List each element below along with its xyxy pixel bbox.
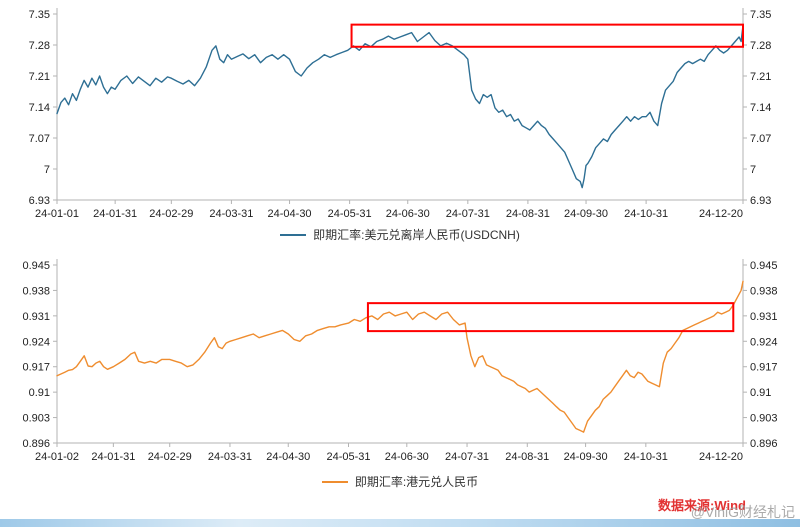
x-axis-label: 24-01-31	[91, 451, 135, 463]
x-axis-label: 24-08-31	[505, 451, 549, 463]
y-axis-label: 7.21	[750, 71, 771, 83]
y-axis-label: 6.93	[750, 195, 771, 207]
x-axis-label: 24-12-20	[699, 208, 743, 220]
y-axis-label: 7.07	[750, 133, 771, 145]
x-axis-label: 24-01-01	[35, 208, 79, 220]
data-source-label: 数据来源:Wind	[658, 498, 746, 513]
y-axis-label: 7	[44, 164, 50, 176]
x-axis-label: 24-05-31	[328, 208, 372, 220]
x-axis-label: 24-03-31	[208, 451, 252, 463]
hkdcny-plot: 0.945 0.945 0.938 0.938 0.931 0.931 0.924 0.924…	[22, 259, 778, 463]
y-axis-label: 7.35	[750, 9, 771, 21]
x-axis-label: 24-09-30	[564, 208, 608, 220]
x-axis-label: 24-06-30	[385, 451, 429, 463]
y-axis-label: 7.07	[29, 133, 50, 145]
y-axis-label: 7.21	[29, 71, 50, 83]
x-axis-label: 24-07-31	[445, 451, 489, 463]
x-axis-label: 24-03-31	[209, 208, 253, 220]
x-axis-label: 24-10-31	[624, 451, 668, 463]
x-axis-label: 24-02-29	[149, 208, 193, 220]
y-axis-label: 0.91	[29, 387, 50, 399]
x-axis-label: 24-01-02	[35, 451, 79, 463]
footer: 数据来源:Wind @ViniG财经札记	[0, 494, 800, 527]
y-axis-label: 0.945	[750, 260, 778, 272]
y-axis-label: 0.903	[22, 413, 50, 425]
usdcnh-chart: 7.35 7.35 7.28 7.28 7.21 7.21 7.14 7.14 7.07 7.07…	[0, 0, 800, 247]
y-axis-label: 7.35	[29, 9, 50, 21]
highlight-box	[350, 23, 744, 48]
x-axis-label: 24-10-31	[624, 208, 668, 220]
y-axis-label: 0.931	[22, 311, 50, 323]
watermark-handle: @ViniG财经札记	[690, 504, 795, 520]
x-axis-label: 24-12-20	[699, 451, 743, 463]
x-axis-label: 24-07-31	[446, 208, 490, 220]
hkdcny-legend-line-icon	[321, 480, 348, 483]
usdcnh-legend-label: 即期汇率:美元兑离岸人民币(USDCNH)	[313, 228, 520, 242]
y-axis-label: 7	[750, 164, 756, 176]
x-axis-label: 24-08-31	[506, 208, 550, 220]
y-axis-label: 0.91	[750, 387, 771, 399]
y-axis-label: 0.931	[750, 311, 778, 323]
highlight-box	[366, 302, 735, 333]
y-axis-label: 0.938	[22, 285, 50, 297]
x-axis-label: 24-05-31	[326, 451, 370, 463]
hkdcny-legend: 即期汇率:港元兑人民币	[0, 469, 800, 494]
x-axis-label: 24-01-31	[93, 208, 137, 220]
y-axis-label: 7.28	[29, 40, 50, 52]
y-axis-label: 0.896	[750, 438, 778, 450]
hkdcny-chart: 0.945 0.945 0.938 0.938 0.931 0.931 0.924 0.924…	[0, 247, 800, 494]
y-axis-label: 7.28	[750, 40, 771, 52]
x-axis-label: 24-04-30	[266, 451, 310, 463]
usdcnh-legend-line-icon	[280, 233, 307, 236]
x-axis-label: 24-04-30	[268, 208, 312, 220]
y-axis-label: 0.924	[22, 336, 50, 348]
x-axis-label: 24-06-30	[386, 208, 430, 220]
x-axis-label: 24-09-30	[564, 451, 608, 463]
y-axis-label: 0.938	[750, 285, 778, 297]
y-axis-label: 7.14	[750, 102, 771, 114]
y-axis-label: 0.945	[22, 260, 50, 272]
y-axis-label: 6.93	[29, 195, 50, 207]
hkdcny-legend-label: 即期汇率:港元兑人民币	[354, 475, 479, 489]
y-axis-label: 0.903	[750, 413, 778, 425]
y-axis-label: 0.924	[750, 336, 778, 348]
y-axis-label: 0.896	[22, 438, 50, 450]
usdcnh-plot: 7.35 7.35 7.28 7.28 7.21 7.21 7.14 7.14 7.07 7.07…	[29, 8, 771, 220]
x-axis-label: 24-02-29	[148, 451, 192, 463]
bottom-strip-decoration	[0, 519, 800, 527]
hkdcny-series-line	[56, 280, 744, 433]
y-axis-label: 0.917	[750, 362, 778, 374]
y-axis-label: 7.14	[29, 102, 50, 114]
y-axis-label: 0.917	[22, 362, 50, 374]
usdcnh-series-line	[56, 24, 744, 189]
usdcnh-legend: 即期汇率:美元兑离岸人民币(USDCNH)	[0, 222, 800, 247]
